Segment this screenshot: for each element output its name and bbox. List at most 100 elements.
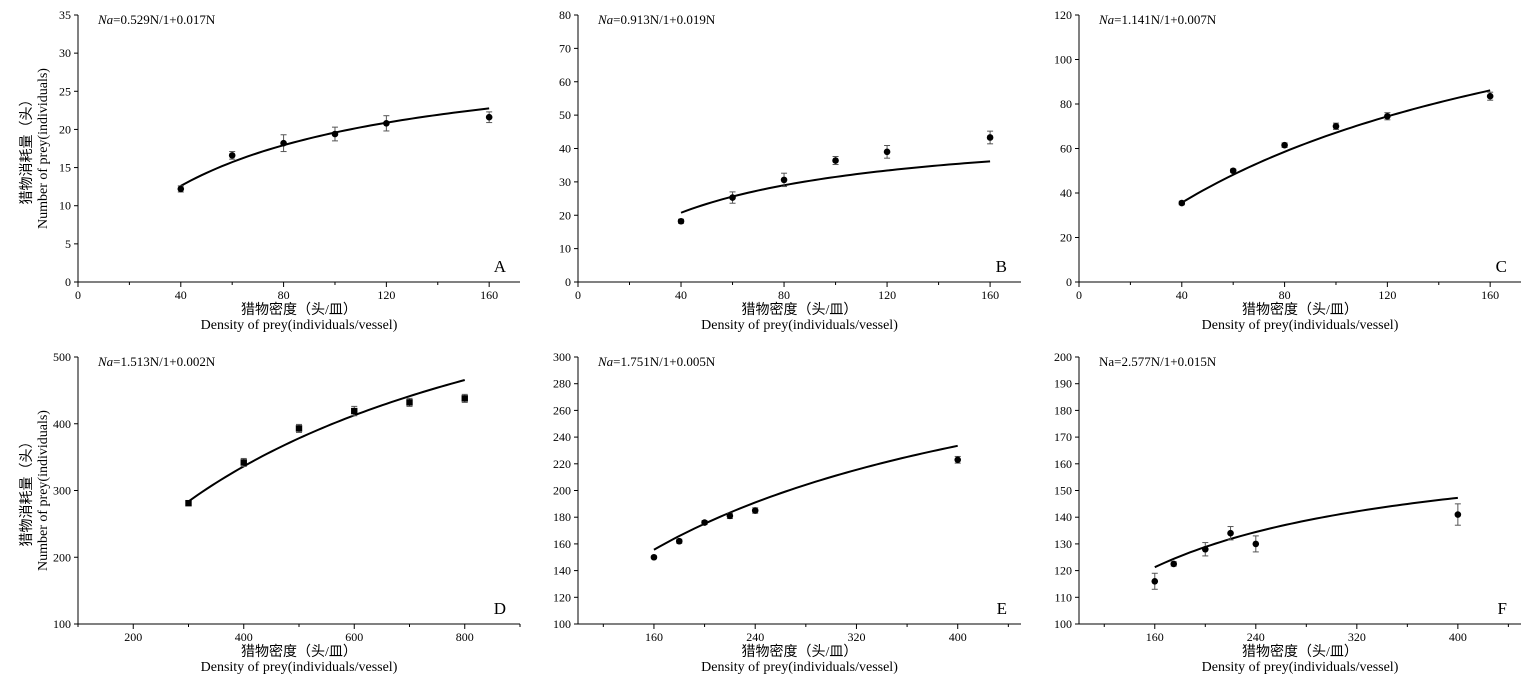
panel-c: 0 20 40 60 80 100 120 0 40 80 120 160 猎物密度（头/皿）Densi…	[1054, 8, 1521, 333]
equation-label: Na=1.141N/1+0.007N	[1098, 12, 1217, 27]
y-tick-label: 5	[65, 237, 71, 251]
x-tick-label: 0	[575, 288, 581, 302]
x-tick-label: 0	[1076, 288, 1082, 302]
y-axis-label-en: Number of prey(individuals)	[36, 68, 51, 229]
equation-rest: =1.751N/1+0.005N	[613, 354, 716, 369]
x-axis-label-cn: 猎物密度（头/皿）	[241, 301, 357, 318]
fit-curve	[187, 379, 466, 503]
equation-symbol: Na	[1098, 12, 1115, 27]
data-point	[701, 519, 708, 526]
data-point	[177, 185, 185, 193]
x-tick-label: 320	[1348, 630, 1366, 644]
y-tick-label: 180	[553, 510, 571, 524]
x-tick-label: 320	[847, 630, 865, 644]
data-point	[751, 507, 759, 514]
panel-letter: A	[494, 257, 507, 276]
data-point	[383, 120, 390, 127]
x-axis-label-cn: 猎物密度（头/皿）	[241, 643, 357, 660]
data-point	[406, 399, 413, 406]
x-tick-label: 800	[456, 630, 474, 644]
y-tick-label: 50	[559, 108, 571, 122]
x-tick-label: 160	[1146, 630, 1164, 644]
x-tick-label: 160	[1481, 288, 1499, 302]
y-tick-label: 260	[553, 403, 571, 417]
y-tick-label: 200	[53, 550, 71, 564]
x-axis-label-en: Density of prey(individuals/vessel)	[701, 660, 898, 675]
x-tick-label: 120	[377, 288, 395, 302]
panel-letter: B	[996, 257, 1007, 276]
data-point	[240, 459, 247, 466]
equation-symbol: Na	[97, 354, 114, 369]
equation-symbol: Na	[597, 354, 614, 369]
y-tick-label: 100	[553, 617, 571, 631]
y-tick-label: 40	[1060, 186, 1072, 200]
x-tick-label: 240	[746, 630, 764, 644]
y-axis-label-cn: 猎物消耗量（头）	[19, 93, 35, 205]
x-tick-label: 40	[175, 288, 187, 302]
y-tick-label: 300	[553, 350, 571, 364]
y-tick-label: 100	[1054, 617, 1072, 631]
data-point	[1384, 112, 1391, 120]
equation-symbol: Na	[97, 12, 114, 27]
y-tick-label: 0	[1066, 275, 1072, 289]
data-point	[351, 407, 358, 415]
y-tick-label: 100	[53, 617, 71, 631]
x-axis-label-cn: 猎物密度（头/皿）	[1242, 301, 1358, 318]
y-tick-label: 140	[553, 564, 571, 578]
x-tick-label: 80	[1279, 288, 1291, 302]
y-tick-label: 70	[559, 41, 571, 55]
y-tick-label: 100	[1054, 53, 1072, 67]
x-axis-label-en: Density of prey(individuals/vessel)	[201, 660, 398, 675]
y-tick-label: 180	[1054, 403, 1072, 417]
data-point	[228, 152, 236, 159]
data-point	[1151, 577, 1159, 585]
data-point	[650, 553, 658, 561]
data-point	[1229, 167, 1237, 175]
data-point	[1178, 199, 1186, 207]
panel-letter: D	[494, 599, 506, 618]
y-tick-label: 300	[53, 484, 71, 498]
x-axis-label-cn: 猎物密度（头/皿）	[742, 643, 858, 660]
x-tick-label: 40	[1176, 288, 1188, 302]
x-tick-label: 0	[75, 288, 81, 302]
x-axis-label-en: Density of prey(individuals/vessel)	[701, 318, 898, 333]
y-tick-label: 35	[59, 8, 71, 22]
x-tick-label: 160	[645, 630, 663, 644]
panel-d: 100 200 300 400 500 200 400 600 800 猎物密度（头/皿）Dens…	[19, 350, 521, 675]
y-tick-label: 60	[559, 75, 571, 89]
data-point	[1227, 529, 1234, 537]
y-tick-label: 20	[1060, 231, 1072, 245]
panel-letter: C	[1496, 257, 1507, 276]
fit-curve	[653, 444, 958, 551]
y-tick-label: 200	[553, 484, 571, 498]
x-tick-label: 80	[278, 288, 290, 302]
x-tick-label: 40	[675, 288, 687, 302]
x-tick-label: 400	[949, 630, 967, 644]
data-point	[883, 148, 891, 156]
y-tick-label: 40	[559, 142, 571, 156]
equation-label: Na=2.577N/1+0.015N	[1099, 354, 1217, 369]
equation-symbol: Na	[1099, 354, 1114, 369]
data-point	[832, 157, 839, 164]
y-tick-label: 120	[1054, 8, 1072, 22]
fit-curve	[1154, 496, 1458, 569]
panel-f: 100 110 120 130 140 150 160 170 180 190 200 160 240 3…	[1054, 350, 1521, 675]
fit-curve	[180, 107, 490, 187]
data-point	[1201, 545, 1209, 553]
panel-a: 0 5 10 15 20 25 30 35 0 40 80 120 160 猎物密度（头/皿）Densit…	[19, 8, 520, 333]
panel-letter: F	[1498, 599, 1507, 618]
equation-rest: =0.529N/1+0.017N	[113, 12, 216, 27]
data-point	[726, 512, 734, 520]
x-axis-label-en: Density of prey(individuals/vessel)	[1202, 318, 1399, 333]
y-tick-label: 240	[553, 430, 571, 444]
data-point	[986, 134, 994, 141]
y-tick-label: 140	[1054, 510, 1072, 524]
y-tick-label: 220	[553, 457, 571, 471]
y-axis-label-cn: 猎物消耗量（头）	[19, 435, 35, 547]
x-tick-label: 200	[124, 630, 142, 644]
y-tick-label: 0	[565, 275, 571, 289]
fit-curve	[680, 160, 991, 214]
y-tick-label: 30	[59, 46, 71, 60]
y-tick-label: 10	[59, 199, 71, 213]
x-tick-label: 240	[1247, 630, 1265, 644]
